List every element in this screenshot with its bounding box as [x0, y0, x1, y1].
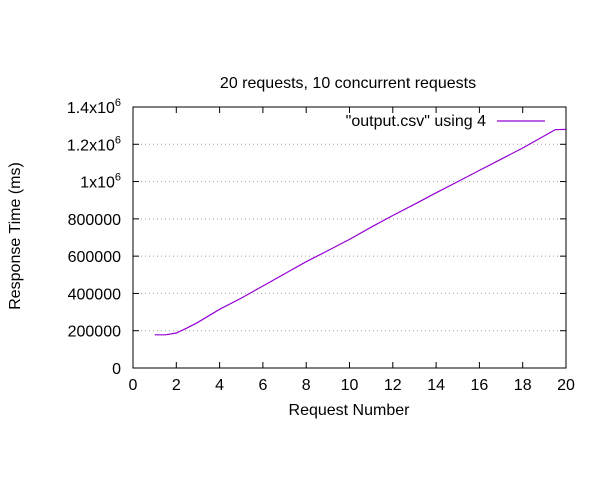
x-tick-label: 4 [215, 377, 224, 394]
x-tick-label: 8 [302, 377, 311, 394]
y-tick-label: 0 [112, 361, 121, 378]
x-tick-label: 20 [557, 377, 575, 394]
series-group [154, 128, 567, 336]
y-tick-label: 1x106 [80, 172, 121, 192]
x-tick-label: 2 [172, 377, 181, 394]
chart-title: 20 requests, 10 concurrent requests [220, 75, 476, 92]
plot-border [132, 106, 567, 369]
y-tick-label-base: 1x10 [80, 175, 115, 192]
y-tick-label-base: 1.2x10 [67, 137, 115, 154]
y-tick-label: 400000 [68, 286, 121, 303]
y-tick-label: 600000 [68, 249, 121, 266]
y-tick-label-base: 0 [112, 361, 121, 378]
x-tick-label: 0 [129, 377, 138, 394]
y-tick-label-base: 800000 [68, 212, 121, 229]
x-axis-label: Request Number [289, 402, 411, 419]
x-tick-label: 18 [514, 377, 532, 394]
y-tick-label-base: 600000 [68, 249, 121, 266]
y-gridlines [133, 143, 566, 332]
y-tick-label: 200000 [68, 324, 121, 341]
y-tick-label-exponent: 6 [115, 134, 121, 146]
y-tick-label-base: 200000 [68, 324, 121, 341]
y-tick-label-base: 400000 [68, 286, 121, 303]
x-tick-label: 10 [341, 377, 359, 394]
x-tick-label: 6 [258, 377, 267, 394]
y-tick-label: 800000 [68, 212, 121, 229]
plot-frame [132, 106, 567, 369]
series-line [154, 128, 567, 336]
y-axis-label: Response Time (ms) [7, 162, 24, 310]
y-tick-label: 1.2x106 [67, 134, 121, 154]
y-tick-label-exponent: 6 [115, 97, 121, 109]
y-tick-label-exponent: 6 [115, 172, 121, 184]
y-tick-label: 1.4x106 [67, 97, 121, 117]
y-tick-label-base: 1.4x10 [67, 100, 115, 117]
x-tick-label: 16 [471, 377, 489, 394]
legend-label: "output.csv" using 4 [346, 113, 486, 130]
x-tick-label: 12 [384, 377, 402, 394]
x-tick-label: 14 [427, 377, 445, 394]
x-axis-ticks: 0 2 4 6 8 10 12 14 16 18 20 [129, 107, 575, 394]
legend: "output.csv" using 4 [346, 113, 545, 130]
y-axis-ticks: 02000004000006000008000001x1061.2x1061.4… [67, 97, 566, 378]
